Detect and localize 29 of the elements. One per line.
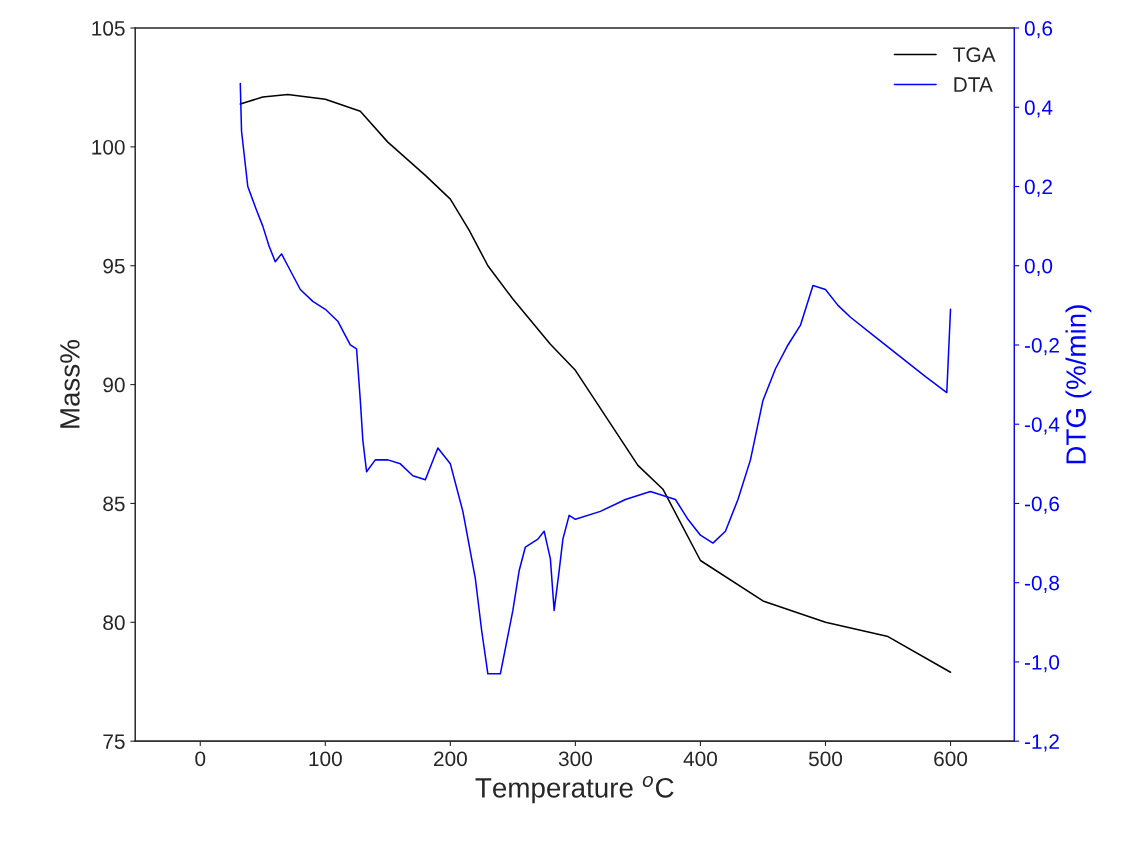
- legend-label: DTA: [954, 77, 993, 92]
- y2-axis-title: DTG (%/min): [1065, 305, 1092, 464]
- y2-tick-label: -0,2: [1024, 337, 1059, 356]
- x-axis-title: Temperature $^{o}$C: [475, 775, 674, 804]
- x-tick-label: 600: [934, 751, 968, 767]
- x-tick-label: 100: [309, 751, 342, 767]
- y-tick-label: 100: [92, 139, 125, 155]
- y2-tick-label: -1,0: [1024, 654, 1060, 673]
- y2-tick-label: 0,2: [1024, 179, 1052, 197]
- y-tick-label: 85: [103, 496, 125, 512]
- y-tick-label: 105: [92, 21, 125, 36]
- y2-tick-label: 0,6: [1024, 21, 1053, 39]
- x-tick-label: 400: [683, 751, 718, 767]
- y2-tick-label: -1,2: [1024, 734, 1059, 752]
- y2-tick-label: -0,8: [1024, 575, 1060, 593]
- y-axis-title: Mass%: [60, 340, 80, 428]
- y2-tick-label: -0,6: [1024, 496, 1060, 514]
- legend-label: TGA: [953, 47, 996, 63]
- y-tick-label: 90: [103, 377, 125, 393]
- x-tick-label: 500: [808, 751, 843, 767]
- x-tick-label: 200: [434, 751, 467, 767]
- y-tick-label: 95: [103, 258, 125, 274]
- y2-tick-label: -0,4: [1024, 417, 1060, 435]
- y-tick-label: 75: [103, 734, 125, 749]
- x-tick-label: 0: [195, 751, 206, 767]
- y2-tick-label: 0,0: [1024, 258, 1053, 276]
- x-tick-label: 300: [558, 751, 592, 767]
- y-tick-label: 80: [103, 615, 125, 631]
- y2-tick-label: 0,4: [1024, 100, 1053, 118]
